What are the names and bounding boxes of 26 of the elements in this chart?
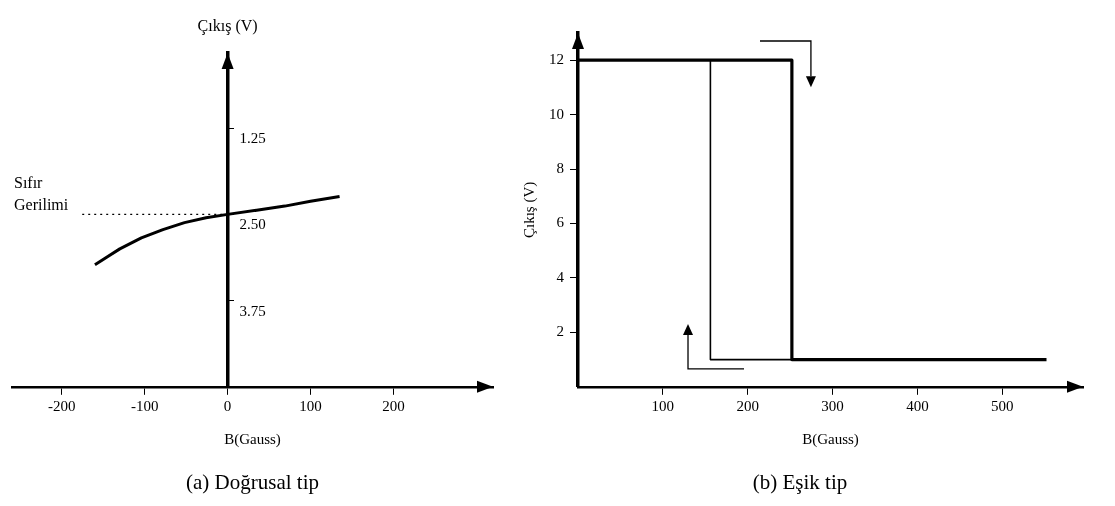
x-tick-label: 300 (821, 397, 844, 414)
y-tick-label: 4 (556, 268, 565, 285)
y-tick-label: 8 (556, 160, 564, 177)
y-axis-title: Çıkış (V) (520, 181, 538, 239)
y-tick-label: 6 (556, 214, 565, 231)
x-tick-label: 200 (382, 397, 405, 414)
x-axis-title: B(Gauss) (802, 430, 859, 448)
y-tick-label: 2 (556, 323, 564, 340)
y-tick-label: 2.50 (239, 216, 266, 233)
x-axis-title: B(Gauss) (224, 430, 281, 448)
text: (b) Eşik tip (752, 469, 848, 494)
x-tick-label: -200 (48, 397, 76, 414)
x-tick-label: 200 (736, 397, 759, 414)
y-axis-title: Çıkış (V) (197, 17, 258, 36)
y-tick-label: 12 (549, 51, 564, 68)
x-tick-label: 500 (991, 397, 1014, 414)
x-tick-label: 0 (223, 397, 232, 414)
x-tick-label: -100 (130, 397, 159, 414)
x-tick-label: 100 (651, 397, 675, 414)
y-tick-label: 1.25 (239, 130, 266, 147)
text: (a) Doğrusal tip (186, 469, 319, 494)
y-tick-label: 10 (549, 105, 564, 122)
x-tick-label: 100 (299, 397, 322, 414)
ref-line-label: Sıfır Gerilimi (14, 174, 69, 214)
y-tick-label: 3.75 (239, 302, 266, 319)
x-tick-label: 400 (906, 397, 929, 414)
